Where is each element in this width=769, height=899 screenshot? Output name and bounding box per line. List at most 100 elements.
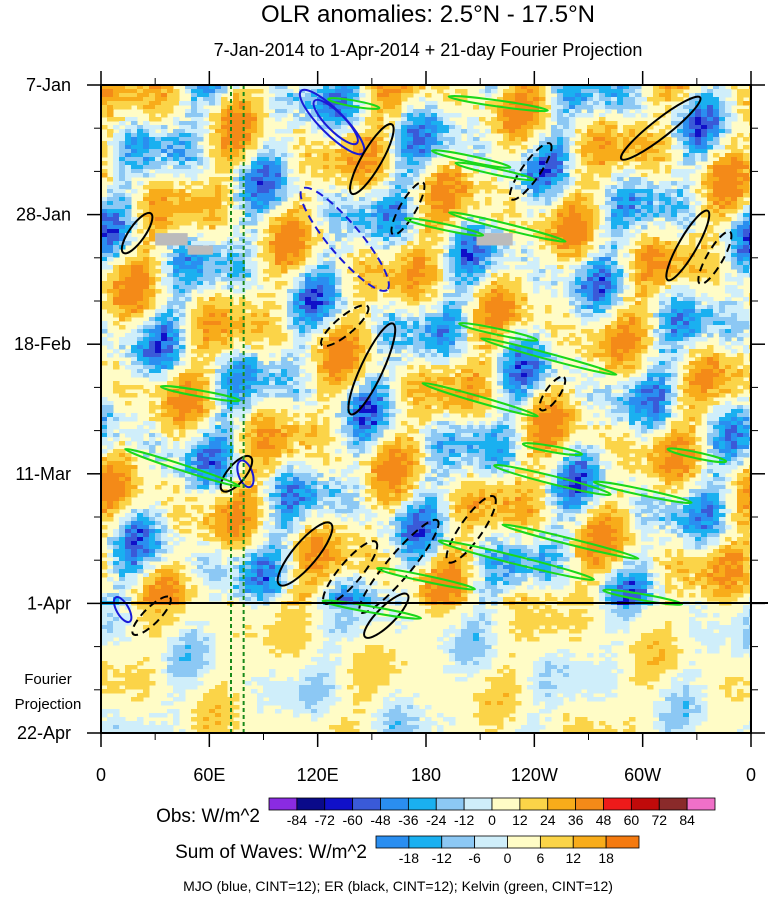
colorbar-label: -18 xyxy=(399,850,419,866)
colorbar-swatch xyxy=(268,797,298,811)
colorbar-label: -60 xyxy=(343,812,363,828)
er-contour xyxy=(276,521,334,587)
x-tick-label: 0 xyxy=(96,765,106,785)
colorbar-swatch xyxy=(539,835,574,849)
obs-legend-title: Obs: W/m^2 xyxy=(156,806,260,827)
colorbar-label: 18 xyxy=(598,850,614,866)
reference-lines xyxy=(230,85,245,733)
colorbar-label: -72 xyxy=(315,812,335,828)
mjo-contour xyxy=(112,596,133,624)
x-tick-label: 180 xyxy=(411,765,441,785)
kelvin-contour xyxy=(602,588,684,606)
colorbar-swatch xyxy=(296,797,326,811)
x-tick-label: 0 xyxy=(746,765,756,785)
er-contour xyxy=(508,142,553,201)
colorbar-label: 36 xyxy=(568,812,584,828)
colorbar-label: -24 xyxy=(426,812,446,828)
kelvin-contour xyxy=(521,442,583,457)
colorbar-swatch xyxy=(407,797,437,811)
projection-label-line2: Projection xyxy=(15,696,82,713)
er-contour xyxy=(320,304,370,348)
x-tick-label: 60E xyxy=(193,765,225,785)
y-tick-label: 28-Jan xyxy=(16,205,71,225)
kelvin-contour xyxy=(447,94,549,113)
colorbar-swatch xyxy=(605,835,640,849)
x-axis: 0 60E 120E 180 120W 60W 0 xyxy=(96,71,756,785)
colorbar-swatch xyxy=(630,797,660,811)
er-contour xyxy=(445,494,497,564)
kelvin-contour xyxy=(448,211,567,243)
colorbar-label: 0 xyxy=(504,850,512,866)
colorbar-label: 48 xyxy=(596,812,612,828)
colorbar-swatch xyxy=(463,797,493,811)
y-axis: 7-Jan 28-Jan 18-Feb 11-Mar 1-Apr 22-Apr xyxy=(14,75,765,743)
chart-title: OLR anomalies: 2.5°N - 17.5°N xyxy=(261,1,595,28)
er-contour xyxy=(538,375,567,412)
kelvin-contour xyxy=(159,385,241,403)
er-contour xyxy=(619,95,702,161)
colorbar-swatch xyxy=(352,797,381,811)
er-contour xyxy=(322,540,379,605)
colorbar-label: 6 xyxy=(536,850,544,866)
colorbar-label: 24 xyxy=(540,812,556,828)
mjo-contour xyxy=(299,186,390,292)
contour-note: MJO (blue, CINT=12); ER (black, CINT=12)… xyxy=(183,878,613,894)
colorbar-swatch xyxy=(507,835,541,849)
colorbar-label: -36 xyxy=(398,812,418,828)
kelvin-contour xyxy=(666,447,728,464)
er-contour xyxy=(347,322,397,416)
colorbar-swatch xyxy=(324,797,354,811)
er-contour xyxy=(665,209,711,282)
colorbar-swatch xyxy=(658,797,688,811)
projection-label-line1: Fourier xyxy=(24,671,72,688)
kelvin-contour xyxy=(403,217,485,237)
colorbar-label: -84 xyxy=(287,812,307,828)
kelvin-contour xyxy=(327,97,381,110)
colorbar-label: 12 xyxy=(512,812,528,828)
kelvin-contour xyxy=(421,381,539,418)
x-tick-label: 120E xyxy=(297,765,339,785)
mjo-contour xyxy=(236,459,255,489)
kelvin-contour xyxy=(437,539,595,581)
y-tick-label: 11-Mar xyxy=(15,464,71,484)
colorbar-label: 60 xyxy=(624,812,640,828)
colorbar-swatch xyxy=(603,797,632,811)
colorbar-swatch xyxy=(519,797,549,811)
waves-legend-title: Sum of Waves: W/m^2 xyxy=(175,842,367,863)
obs-colorbar: -84 -72 -60 -48 -36 -24 -12 0 12 24 36 48 60 72 84 xyxy=(268,797,716,828)
kelvin-contour xyxy=(124,447,241,488)
colorbar-swatch xyxy=(547,797,577,811)
colorbar-swatch xyxy=(474,835,508,849)
colorbar-swatch xyxy=(435,797,465,811)
er-contour xyxy=(349,123,395,196)
waves-colorbar: -18 -12 -6 0 6 12 18 xyxy=(375,835,640,866)
colorbar-label: -12 xyxy=(454,812,474,828)
kelvin-contour xyxy=(592,480,693,505)
chart-subtitle: 7-Jan-2014 to 1-Apr-2014 + 21-day Fourie… xyxy=(214,40,643,60)
mjo-contour xyxy=(312,98,359,146)
colorbar-label: 84 xyxy=(679,812,695,828)
wave-contours xyxy=(112,88,733,639)
missing-data-patch xyxy=(155,233,188,246)
er-contour xyxy=(358,518,440,614)
er-contour xyxy=(390,181,426,236)
missing-data-patch xyxy=(187,245,213,255)
colorbar-label: 0 xyxy=(488,812,496,828)
colorbar-label: -6 xyxy=(468,850,481,866)
y-tick-label: 1-Apr xyxy=(27,593,71,613)
colorbar-swatch xyxy=(441,835,476,849)
kelvin-contour xyxy=(431,149,512,169)
y-tick-label: 18-Feb xyxy=(14,334,71,354)
y-tick-label: 7-Jan xyxy=(26,75,71,95)
kelvin-contour xyxy=(321,599,423,620)
colorbar-label: -48 xyxy=(370,812,390,828)
x-tick-label: 120W xyxy=(511,765,558,785)
colorbar-swatch xyxy=(491,797,521,811)
colorbar-label: 72 xyxy=(651,812,667,828)
y-tick-label: 22-Apr xyxy=(17,723,71,743)
colorbar-label: 12 xyxy=(565,850,581,866)
er-contour xyxy=(120,211,154,255)
kelvin-contour xyxy=(376,566,476,591)
plot-area xyxy=(101,85,751,733)
